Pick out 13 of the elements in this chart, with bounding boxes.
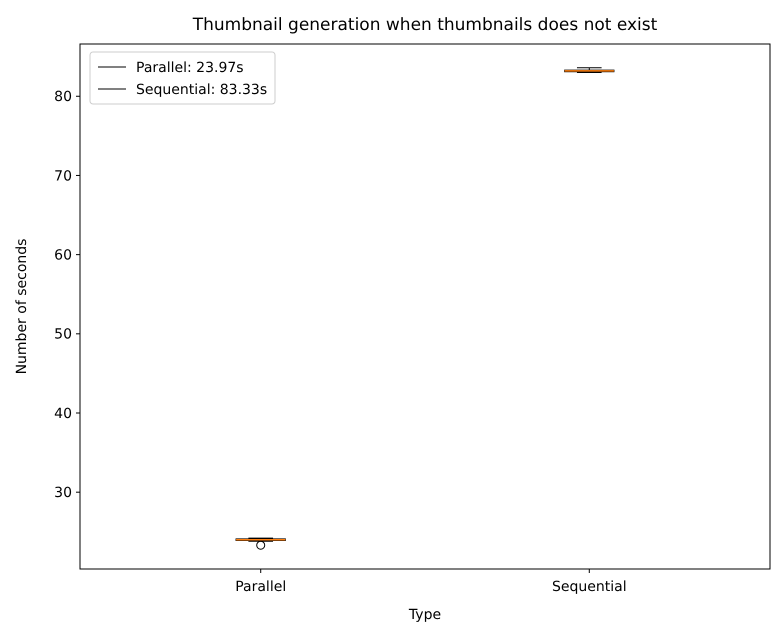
y-tick-label: 30 <box>54 485 72 502</box>
y-axis-title: Number of seconds <box>14 238 30 374</box>
legend-label: Sequential: 83.33s <box>136 82 268 98</box>
y-tick-label: 80 <box>54 89 72 106</box>
y-tick-label: 40 <box>54 406 72 422</box>
y-tick-label: 50 <box>54 326 72 343</box>
x-axis-title: Type <box>408 607 442 623</box>
y-tick-label: 70 <box>54 168 72 184</box>
x-tick-label: Sequential <box>552 579 627 595</box>
chart-title: Thumbnail generation when thumbnails does not exist <box>192 15 658 35</box>
legend-label: Parallel: 23.97s <box>136 60 244 76</box>
x-tick-label: Parallel <box>235 579 286 595</box>
y-tick-label: 60 <box>54 248 72 264</box>
